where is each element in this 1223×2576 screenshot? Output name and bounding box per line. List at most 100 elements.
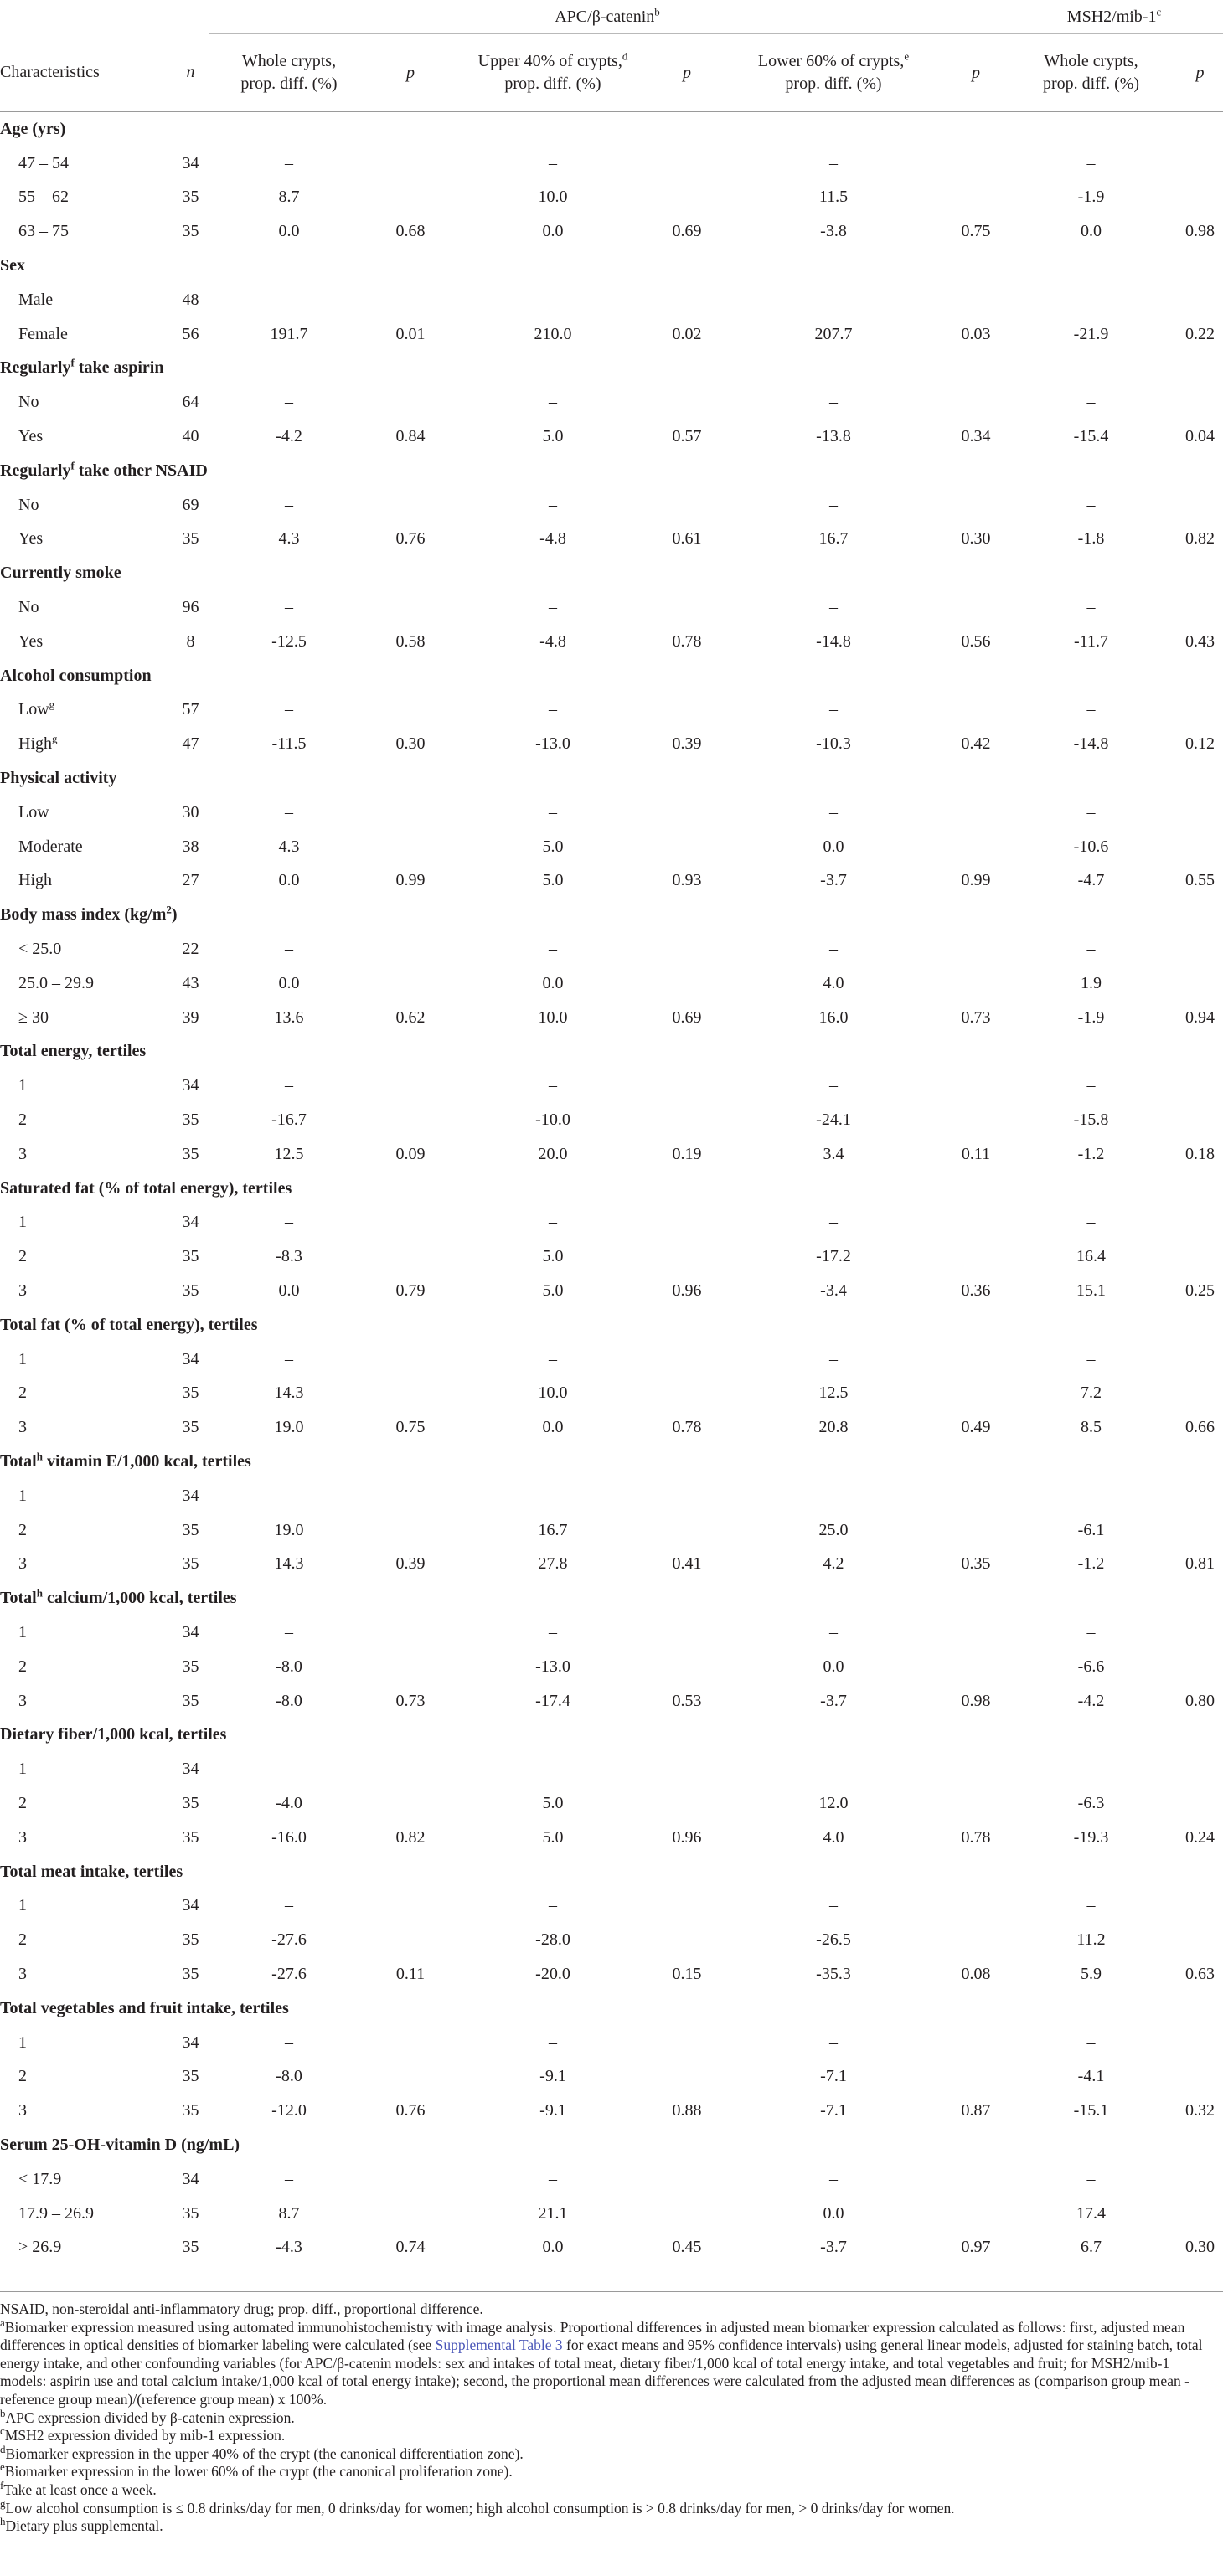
cell-p: 0.63 xyxy=(1185,1964,1215,1983)
cell-p xyxy=(1177,2162,1223,2197)
cell-whole-crypts: -4.0 xyxy=(276,1793,302,1812)
cell-p: 0.30 xyxy=(395,734,426,754)
empty-cell xyxy=(947,1308,1005,1342)
cell-lower-crypts: -17.2 xyxy=(816,1247,851,1266)
empty-cell xyxy=(1177,1035,1223,1069)
cell-p xyxy=(1177,283,1223,317)
cell-lower-crypts: – xyxy=(829,1349,838,1368)
row-label-text: 3 xyxy=(18,1144,27,1163)
empty-cell xyxy=(947,1035,1005,1069)
supplemental-table-link[interactable]: Supplemental Table 3 xyxy=(435,2336,563,2354)
col-header-lower-crypts: Lower 60% of crypts,e prop. diff. (%) xyxy=(720,34,947,112)
cell-upper-crypts: 16.7 xyxy=(538,1520,568,1539)
cell-p: 0.94 xyxy=(1185,1007,1215,1027)
cell-whole-crypts: – xyxy=(285,2032,293,2052)
cell-p xyxy=(947,1103,1005,1137)
cell-msh-whole-crypts: -1.9 xyxy=(1077,188,1105,207)
cell-p xyxy=(1177,488,1223,523)
cell-msh-whole-crypts: 15.1 xyxy=(1076,1280,1107,1300)
empty-cell xyxy=(653,249,720,283)
cell-lower-crypts: – xyxy=(829,700,838,719)
row-label-text: Total vegetables and fruit intake, terti… xyxy=(0,1998,289,2017)
cell-upper-crypts: -28.0 xyxy=(535,1930,570,1950)
cell-upper-crypts: -20.0 xyxy=(535,1964,570,1983)
cell-lower-crypts: -3.4 xyxy=(820,1280,847,1300)
row-label: 2 xyxy=(0,1786,172,1821)
cell-whole-crypts: – xyxy=(285,2169,293,2188)
table-row: 2 35 -8.3 5.0 -17.2 16.4 xyxy=(0,1239,1223,1274)
table-row: Male 48 – – – – xyxy=(0,283,1223,317)
row-label-text: Total xyxy=(0,1451,37,1471)
cell-p xyxy=(947,385,1005,420)
cell-upper-crypts: – xyxy=(549,802,557,822)
cell-whole-crypts: – xyxy=(285,1076,293,1095)
cell-p xyxy=(653,590,720,625)
cell-p xyxy=(653,1069,720,1103)
cell-msh-whole-crypts: -10.6 xyxy=(1073,837,1109,856)
row-label-text: 55 – 62 xyxy=(18,188,69,207)
empty-cell xyxy=(209,112,369,147)
cell-lower-crypts: – xyxy=(829,1759,838,1779)
cell-whole-crypts: – xyxy=(285,598,293,617)
cell-whole-crypts: -12.0 xyxy=(271,2101,307,2120)
cell-whole-crypts: 14.3 xyxy=(274,1383,304,1403)
row-label-text: Sex xyxy=(0,256,25,276)
category-label: Total energy, tertiles xyxy=(0,1035,172,1069)
cell-p: 0.03 xyxy=(961,324,991,343)
table-row: 63 – 75 35 0.0 0.68 0.0 0.69 -3.8 0.75 0.0 0.98 xyxy=(0,214,1223,249)
row-label: 3 xyxy=(0,2094,172,2128)
cell-p: 0.57 xyxy=(672,427,702,446)
row-label-text: Female xyxy=(18,324,68,343)
row-label-text: Regularly xyxy=(0,358,71,378)
row-label: < 25.0 xyxy=(0,932,172,966)
empty-cell xyxy=(1005,1308,1177,1342)
category-row: Regularlyf take other NSAID xyxy=(0,454,1223,488)
empty-cell xyxy=(1177,1445,1223,1479)
cell-p: 0.39 xyxy=(672,734,702,754)
cell-p: 0.12 xyxy=(1185,734,1215,754)
row-label-text: Low xyxy=(18,802,49,822)
footnote-marker: g xyxy=(0,2496,6,2510)
cell-p xyxy=(653,796,720,830)
empty-cell xyxy=(452,898,653,932)
empty-cell xyxy=(653,898,720,932)
table-row: 2 35 14.3 10.0 12.5 7.2 xyxy=(0,1376,1223,1410)
category-row: Age (yrs) xyxy=(0,112,1223,147)
empty-cell xyxy=(1177,352,1223,386)
cell-upper-crypts: -13.0 xyxy=(535,1656,570,1676)
row-label: 3 xyxy=(0,1410,172,1445)
row-label-text: Age (yrs) xyxy=(0,119,66,138)
empty-cell xyxy=(209,1855,369,1889)
row-label-text: Dietary fiber/1,000 kcal, tertiles xyxy=(0,1725,227,1744)
cell-msh-whole-crypts: -4.2 xyxy=(1077,1691,1105,1710)
cell-p xyxy=(369,1376,452,1410)
cell-whole-crypts: -4.2 xyxy=(276,427,302,446)
cell-p: 0.82 xyxy=(1185,529,1215,549)
empty-cell xyxy=(653,1581,720,1615)
cell-p: 0.09 xyxy=(395,1144,426,1163)
cell-msh-whole-crypts: – xyxy=(1086,1486,1096,1505)
cell-n: 35 xyxy=(182,1656,199,1676)
cell-p xyxy=(947,1342,1005,1377)
footnote-text: Biomarker expression in the upper 40% of… xyxy=(5,2445,524,2462)
cell-p: 0.15 xyxy=(672,1964,702,1983)
category-label: Serum 25-OH-vitamin D (ng/mL) xyxy=(0,2128,240,2162)
footnote-text: Biomarker expression in the lower 60% of… xyxy=(4,2463,513,2481)
cell-lower-crypts: – xyxy=(829,1622,838,1641)
cell-p xyxy=(369,147,452,181)
cell-lower-crypts: – xyxy=(829,153,838,173)
cell-msh-whole-crypts: -11.7 xyxy=(1074,631,1108,651)
empty-cell xyxy=(209,352,369,386)
cell-msh-whole-crypts: -6.6 xyxy=(1077,1656,1105,1676)
row-label-text: 3 xyxy=(18,1280,27,1300)
footnote-text: Take at least once a week. xyxy=(3,2481,157,2498)
cell-upper-crypts: -9.1 xyxy=(539,2067,566,2086)
row-label: 3 xyxy=(0,1137,172,1172)
cell-n: 43 xyxy=(182,973,199,992)
cell-upper-crypts: – xyxy=(549,700,557,719)
cell-p xyxy=(1177,693,1223,728)
row-label: 2 xyxy=(0,1923,172,1957)
row-label-text: High xyxy=(18,734,52,754)
row-label-text: Male xyxy=(18,290,54,309)
row-label-text: ) xyxy=(171,905,178,925)
